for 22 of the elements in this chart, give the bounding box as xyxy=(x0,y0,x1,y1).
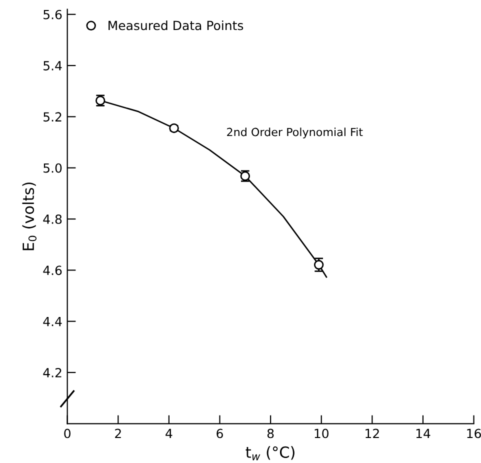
x-tick-label: 14 xyxy=(416,428,430,438)
x-axis-title: t$_{w}$ (°C) xyxy=(246,446,294,460)
legend-label: Measured Data Points xyxy=(108,20,244,30)
x-tick-label: 16 xyxy=(467,428,481,438)
x-tick-label: 8 xyxy=(267,428,274,438)
x-tick-label: 4 xyxy=(166,428,172,438)
y-tick-label: 5.2 xyxy=(44,112,62,122)
y-tick-label: 4.6 xyxy=(43,266,62,276)
x-tick-label: 10 xyxy=(314,428,328,438)
x-tick-label: 2 xyxy=(115,428,121,438)
y-tick-label: 5.0 xyxy=(44,163,62,173)
y-axis-title: E$_{0}$ (volts) xyxy=(22,182,37,250)
y-tick-label: 4.2 xyxy=(43,368,62,378)
x-tick-label: 6 xyxy=(216,428,223,438)
y-tick-label: 4.4 xyxy=(43,316,62,326)
series-label: 2nd Order Polynomial Fit xyxy=(227,128,363,138)
point xyxy=(169,123,179,134)
x-tick-label: 12 xyxy=(366,428,379,438)
x-tick-label: 0 xyxy=(64,428,70,438)
y-tick-label: 5.4 xyxy=(44,61,62,70)
y-tick-label: 4.8 xyxy=(43,214,62,224)
y-tick-label: 5.6 xyxy=(44,10,62,20)
